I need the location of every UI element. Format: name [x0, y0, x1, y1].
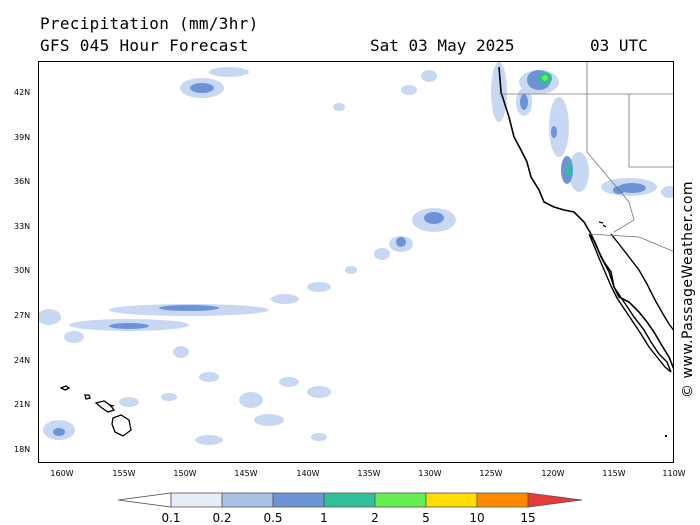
legend-cap-low — [118, 492, 172, 508]
map-canvas — [39, 62, 673, 445]
hawaiian-islands — [59, 385, 132, 437]
forecast-time: 03 UTC — [590, 36, 648, 55]
lon-label: 110W — [662, 469, 686, 478]
lon-label: 150W — [173, 469, 197, 478]
precip-very-heavy-areas — [542, 75, 548, 81]
lat-label: 27N — [14, 311, 31, 320]
lat-label: 36N — [14, 177, 31, 186]
legend-swatch — [221, 492, 274, 508]
lat-label: 30N — [14, 266, 31, 275]
baja-peninsula — [588, 233, 672, 373]
legend-label: 2 — [371, 511, 379, 525]
legend-swatch — [374, 492, 427, 508]
chart-subtitle: GFS 045 Hour Forecast — [40, 36, 249, 55]
lon-label: 145W — [234, 469, 258, 478]
lon-label: 115W — [602, 469, 626, 478]
us-mexico-border — [588, 233, 673, 252]
lat-label: 39N — [14, 133, 31, 142]
legend-label: 0.5 — [263, 511, 283, 525]
channel-islands — [598, 221, 607, 228]
precip-light-areas — [39, 62, 673, 445]
legend-swatch — [170, 492, 223, 508]
lat-label: 18N — [14, 445, 31, 454]
legend-swatch — [476, 492, 529, 508]
legend-swatch — [425, 492, 478, 508]
legend-label: 10 — [469, 511, 485, 525]
legend-cap-high — [527, 492, 583, 508]
color-legend-bar — [118, 492, 583, 508]
pacific-coastline — [498, 66, 673, 370]
legend-label: 0.1 — [161, 511, 181, 525]
lon-label: 120W — [541, 469, 565, 478]
lon-label: 140W — [296, 469, 320, 478]
lon-label: 160W — [50, 469, 74, 478]
chart-title: Precipitation (mm/3hr) — [40, 14, 259, 33]
lat-label: 33N — [14, 222, 31, 231]
legend-label: 0.2 — [212, 511, 232, 525]
legend-label: 1 — [320, 511, 328, 525]
copyright-text: © www.PassageWeather.com — [680, 180, 696, 398]
precipitation-map — [38, 61, 674, 463]
state-borders — [499, 62, 673, 233]
legend-swatch — [272, 492, 325, 508]
lat-label: 42N — [14, 88, 31, 97]
forecast-date: Sat 03 May 2025 — [370, 36, 515, 55]
lon-label: 155W — [112, 469, 136, 478]
lat-label: 24N — [14, 356, 31, 365]
gulf-coast — [610, 233, 673, 331]
lon-label: 130W — [418, 469, 442, 478]
legend-swatch — [323, 492, 376, 508]
legend-label: 15 — [520, 511, 536, 525]
lat-label: 21N — [14, 400, 31, 409]
legend-label: 5 — [422, 511, 430, 525]
lon-label: 135W — [357, 469, 381, 478]
lon-label: 125W — [479, 469, 503, 478]
